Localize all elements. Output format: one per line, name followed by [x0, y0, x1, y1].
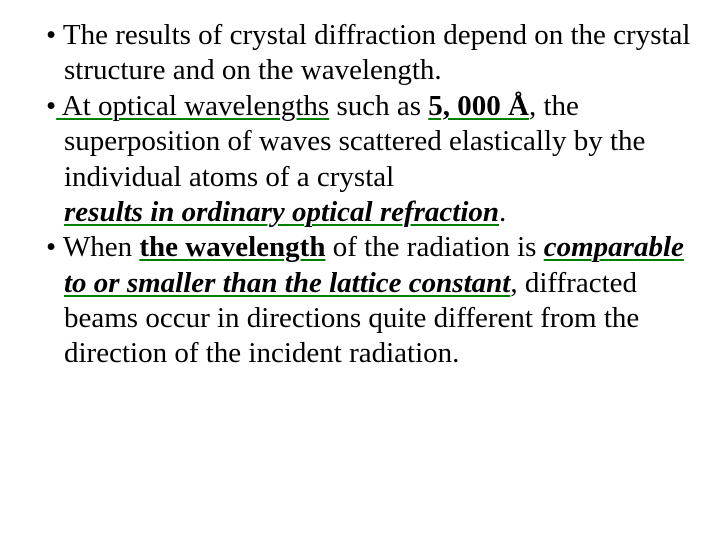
bullet-2-mid-1: such as [329, 90, 428, 122]
bullet-3-mid: of the radiation is [325, 231, 543, 263]
bullet-dot: • [46, 231, 56, 263]
slide-body: • The results of crystal diffraction dep… [0, 0, 720, 540]
bullet-dot: • [46, 19, 56, 51]
bullet-2-underline-2: 5, 000 Å [428, 90, 529, 122]
bullet-2-underline-1: At optical wavelengths [56, 90, 329, 122]
bullet-3: • When the wavelength of the radiation i… [28, 230, 692, 372]
bullet-2: • At optical wavelengths such as 5, 000 … [28, 89, 692, 195]
bullet-dot: • [46, 90, 56, 122]
bullet-3-pre: When [56, 231, 139, 263]
bullet-1: • The results of crystal diffraction dep… [28, 18, 692, 89]
bullet-2-result: results in ordinary optical refraction [64, 196, 499, 228]
bullet-1-text: The results of crystal diffraction depen… [56, 19, 690, 86]
bullet-3-underline-1: the wavelength [139, 231, 325, 263]
bullet-2-result-dot: . [499, 196, 506, 228]
bullet-2-continuation: results in ordinary optical refraction. [28, 195, 692, 230]
